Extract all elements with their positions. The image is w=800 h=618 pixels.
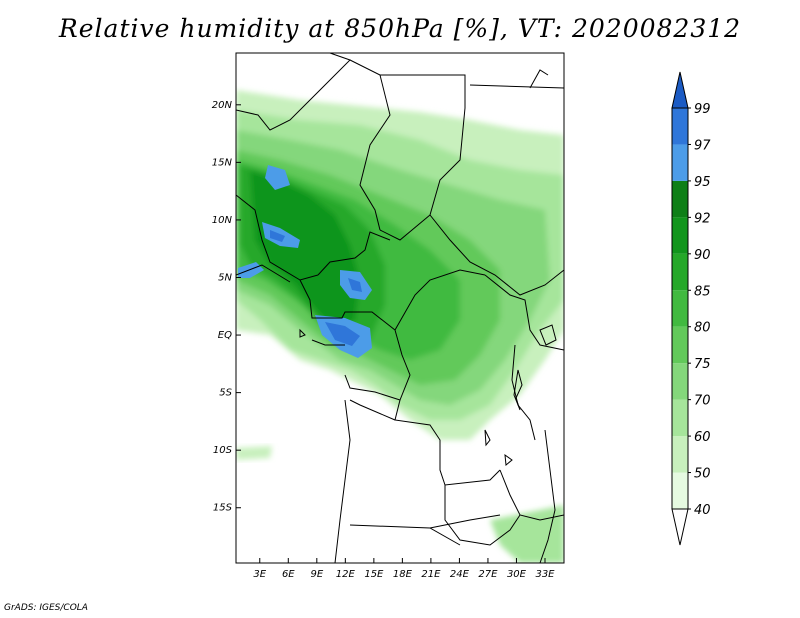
longitude-axis: 3E 6E 9E 12E 15E 18E 21E 24E 27E 30E 33E xyxy=(253,558,555,580)
lon-tick-label: 24E xyxy=(450,569,470,580)
latitude-axis: 20N 15N 10N 5N EQ 5S 10S 15S xyxy=(212,100,241,514)
colorbar-box xyxy=(672,363,688,400)
lon-tick-label: 9E xyxy=(310,569,323,580)
map-plot-area xyxy=(235,52,565,564)
lat-tick-label: 10N xyxy=(212,215,233,226)
lat-tick-label: 20N xyxy=(212,100,233,111)
colorbar-box xyxy=(672,217,688,254)
humidity-field xyxy=(236,90,564,563)
rh-south-patch xyxy=(236,446,272,460)
rh-92-region xyxy=(250,170,360,330)
colorbar-box xyxy=(672,253,688,291)
colorbar-box xyxy=(672,290,688,327)
lon-tick-label: 15E xyxy=(364,569,384,580)
country-borders xyxy=(236,53,564,563)
colorbar-upper-triangle xyxy=(671,71,689,109)
lon-tick-label: 33E xyxy=(535,569,555,580)
lat-tick-label: 15S xyxy=(213,503,233,514)
credit-text: GrADS: IGES/COLA xyxy=(4,603,88,613)
colorbar-frame xyxy=(671,107,689,510)
colorbar-box xyxy=(672,399,688,437)
colorbar-level-label: 80 xyxy=(694,321,711,336)
colorbar-box xyxy=(672,436,688,473)
lat-tick-label: 10S xyxy=(213,445,233,456)
colorbar-box xyxy=(672,326,688,364)
lat-tick-label: 5S xyxy=(219,388,232,399)
lon-tick-label: 27E xyxy=(478,569,498,580)
colorbar-level-label: 40 xyxy=(694,503,711,518)
lon-tick-label: 3E xyxy=(253,569,266,580)
colorbar-level-label: 50 xyxy=(694,467,711,482)
lon-tick-label: 6E xyxy=(282,569,295,580)
lon-tick-label: 30E xyxy=(507,569,527,580)
colorbar-level-label: 75 xyxy=(694,357,711,372)
colorbar-level-label: 85 xyxy=(694,284,711,299)
rh-95-plus-patches xyxy=(238,165,372,358)
colorbar-level-label: 95 xyxy=(694,175,711,190)
lon-tick-label: 18E xyxy=(393,569,413,580)
colorbar-box xyxy=(672,108,688,145)
lat-tick-label: 5N xyxy=(218,272,232,283)
map-title: Relative humidity at 850hPa [%], VT: 202… xyxy=(58,14,742,43)
lat-tick-label: EQ xyxy=(218,330,232,341)
colorbar: 40 50 60 70 75 80 85 90 92 95 97 99 xyxy=(671,71,711,546)
plot-frame xyxy=(235,52,565,564)
colorbar-box xyxy=(672,180,688,218)
colorbar-level-label: 99 xyxy=(694,102,711,117)
colorbar-box xyxy=(672,144,688,181)
colorbar-level-label: 92 xyxy=(694,211,711,226)
colorbar-level-label: 70 xyxy=(694,394,711,409)
lon-tick-label: 21E xyxy=(421,569,441,580)
colorbar-level-label: 97 xyxy=(694,138,711,153)
colorbar-lower-triangle xyxy=(671,508,689,546)
colorbar-box xyxy=(672,472,688,509)
colorbar-level-label: 60 xyxy=(694,430,711,445)
lon-tick-label: 12E xyxy=(336,569,356,580)
lat-tick-label: 15N xyxy=(212,157,233,168)
colorbar-level-label: 90 xyxy=(694,248,711,263)
